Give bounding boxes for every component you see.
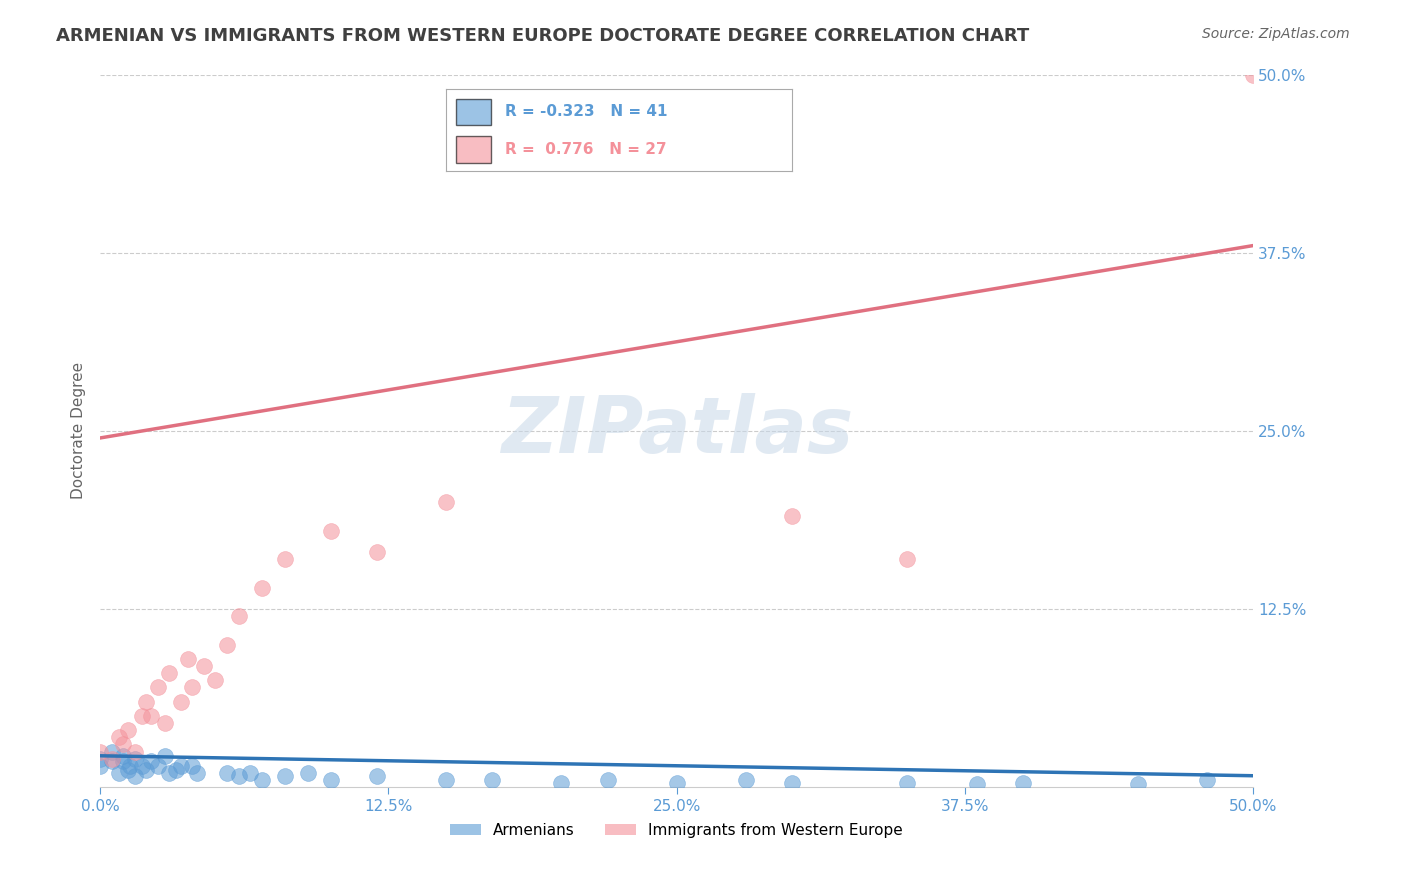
Point: [131, 758, 153, 772]
Point: [1126, 777, 1149, 791]
Point: [153, 716, 176, 731]
Point: [139, 709, 162, 723]
Point: [146, 681, 169, 695]
Point: [215, 638, 238, 652]
Point: [966, 777, 988, 791]
Point: [228, 769, 250, 783]
Point: [89, 751, 111, 765]
Point: [186, 765, 208, 780]
Point: [117, 723, 139, 738]
Point: [100, 745, 122, 759]
Point: [131, 709, 153, 723]
Point: [112, 755, 135, 769]
Point: [319, 772, 342, 787]
Point: [1011, 776, 1033, 790]
Point: [550, 776, 572, 790]
Point: [89, 745, 111, 759]
Point: [250, 581, 273, 595]
Point: [250, 772, 273, 787]
Point: [170, 758, 193, 772]
Point: [434, 495, 457, 509]
Point: [319, 524, 342, 538]
Point: [1197, 772, 1219, 787]
Point: [239, 765, 262, 780]
Point: [157, 666, 180, 681]
Point: [177, 652, 200, 666]
Point: [181, 681, 204, 695]
Text: ARMENIAN VS IMMIGRANTS FROM WESTERN EUROPE DOCTORATE DEGREE CORRELATION CHART: ARMENIAN VS IMMIGRANTS FROM WESTERN EURO…: [56, 27, 1029, 45]
Point: [735, 772, 758, 787]
Point: [896, 776, 918, 790]
Point: [273, 769, 295, 783]
Point: [135, 763, 157, 777]
Point: [124, 769, 146, 783]
Point: [1241, 68, 1264, 82]
Point: [153, 748, 176, 763]
Point: [100, 751, 122, 765]
Point: [204, 673, 226, 688]
Point: [100, 755, 122, 769]
Point: [481, 772, 503, 787]
Point: [273, 552, 295, 566]
Y-axis label: Doctorate Degree: Doctorate Degree: [72, 362, 86, 500]
Point: [89, 758, 111, 772]
Point: [120, 758, 142, 772]
Point: [124, 745, 146, 759]
Point: [107, 731, 129, 745]
Point: [596, 772, 619, 787]
Point: [124, 751, 146, 765]
Point: [107, 765, 129, 780]
Point: [157, 765, 180, 780]
Point: [117, 763, 139, 777]
Point: [434, 772, 457, 787]
Point: [215, 765, 238, 780]
Point: [139, 755, 162, 769]
Point: [165, 763, 187, 777]
Point: [135, 695, 157, 709]
Point: [780, 776, 803, 790]
Point: [366, 769, 388, 783]
Point: [146, 758, 169, 772]
Point: [366, 545, 388, 559]
Text: Source: ZipAtlas.com: Source: ZipAtlas.com: [1202, 27, 1350, 41]
Text: ZIPatlas: ZIPatlas: [501, 392, 853, 469]
Point: [297, 765, 319, 780]
Point: [896, 552, 918, 566]
Point: [780, 509, 803, 524]
Point: [193, 659, 215, 673]
Point: [228, 609, 250, 624]
Point: [181, 758, 204, 772]
Point: [112, 748, 135, 763]
Point: [112, 738, 135, 752]
Point: [170, 695, 193, 709]
Legend: Armenians, Immigrants from Western Europe: Armenians, Immigrants from Western Europ…: [444, 816, 910, 844]
Point: [665, 776, 688, 790]
